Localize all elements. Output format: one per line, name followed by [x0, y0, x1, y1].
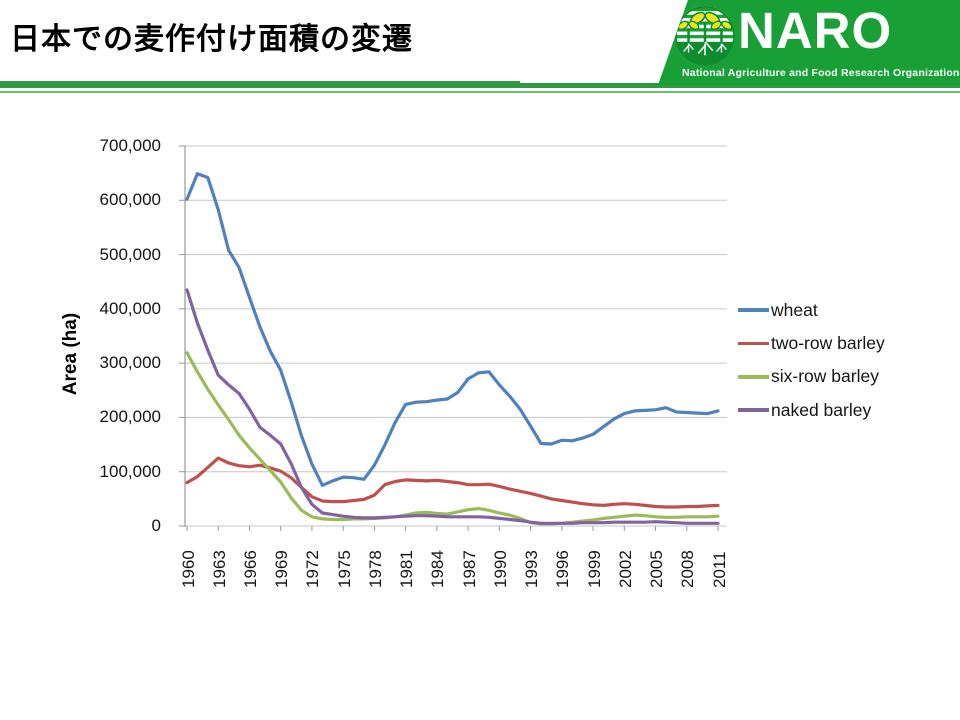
legend-label: two-row barley — [771, 332, 885, 353]
y-tick-label: 300,000 — [99, 353, 161, 373]
x-tick-label: 1999 — [584, 550, 604, 588]
y-tick-label: 200,000 — [99, 407, 161, 427]
series-line-wheat — [185, 172, 720, 487]
y-tick-label: 400,000 — [99, 298, 161, 318]
series-line-two-row-barley — [185, 456, 720, 509]
y-tick-label: 600,000 — [99, 190, 161, 210]
naro-logo-subtitle: National Agriculture and Food Research O… — [682, 67, 960, 79]
legend-item-six-row-barley: six-row barley — [738, 366, 879, 387]
legend-swatch — [738, 375, 769, 379]
x-tick-label: 1978 — [365, 550, 385, 588]
x-tick-label: 1990 — [490, 550, 510, 588]
legend-swatch — [738, 308, 769, 312]
legend-swatch — [738, 341, 769, 346]
x-tick-label: 2011 — [709, 551, 729, 588]
y-tick-label: 100,000 — [99, 461, 161, 481]
x-tick-label: 1975 — [334, 550, 354, 588]
legend-label: six-row barley — [771, 366, 879, 387]
x-tick-label: 1987 — [459, 550, 479, 588]
slide-title: 日本での麦作付け面積の変遷 — [10, 23, 413, 56]
x-tick-label: 1981 — [397, 550, 417, 588]
legend-label: naked barley — [771, 399, 872, 420]
naro-sprout-logo-icon — [674, 5, 736, 67]
header-green-bar-left — [0, 81, 520, 88]
naro-banner: NARO National Agriculture and Food Resea… — [658, 0, 960, 85]
y-tick-label: 0 — [151, 516, 161, 535]
x-tick-label: 2008 — [678, 550, 698, 588]
legend-label: wheat — [771, 299, 818, 320]
x-tick-label: 1969 — [272, 550, 292, 588]
x-tick-label: 1984 — [428, 550, 448, 588]
x-tick-label: 1996 — [553, 550, 573, 588]
y-tick-label: 500,000 — [99, 244, 161, 264]
x-tick-label: 1960 — [178, 550, 198, 588]
legend-item-naked-barley: naked barley — [738, 400, 871, 420]
naro-logo-text: NARO — [738, 2, 893, 59]
series-line-six-row-barley — [185, 351, 720, 526]
legend-swatch — [738, 408, 769, 412]
legend-item-wheat: wheat — [738, 300, 818, 320]
x-tick-label: 1972 — [303, 550, 323, 588]
y-tick-label: 700,000 — [99, 136, 161, 155]
x-tick-label: 2005 — [647, 550, 667, 588]
legend-item-two-row-barley: two-row barley — [738, 333, 885, 353]
header-green-thin-line — [0, 90, 960, 93]
x-tick-label: 1966 — [240, 550, 260, 588]
series-line-naked-barley — [185, 288, 720, 525]
x-tick-label: 1993 — [522, 550, 542, 588]
header-green-bar-right — [520, 83, 960, 88]
x-tick-label: 1963 — [209, 550, 229, 588]
x-tick-label: 2002 — [615, 550, 635, 588]
y-axis-title: Area (ha) — [60, 312, 81, 396]
